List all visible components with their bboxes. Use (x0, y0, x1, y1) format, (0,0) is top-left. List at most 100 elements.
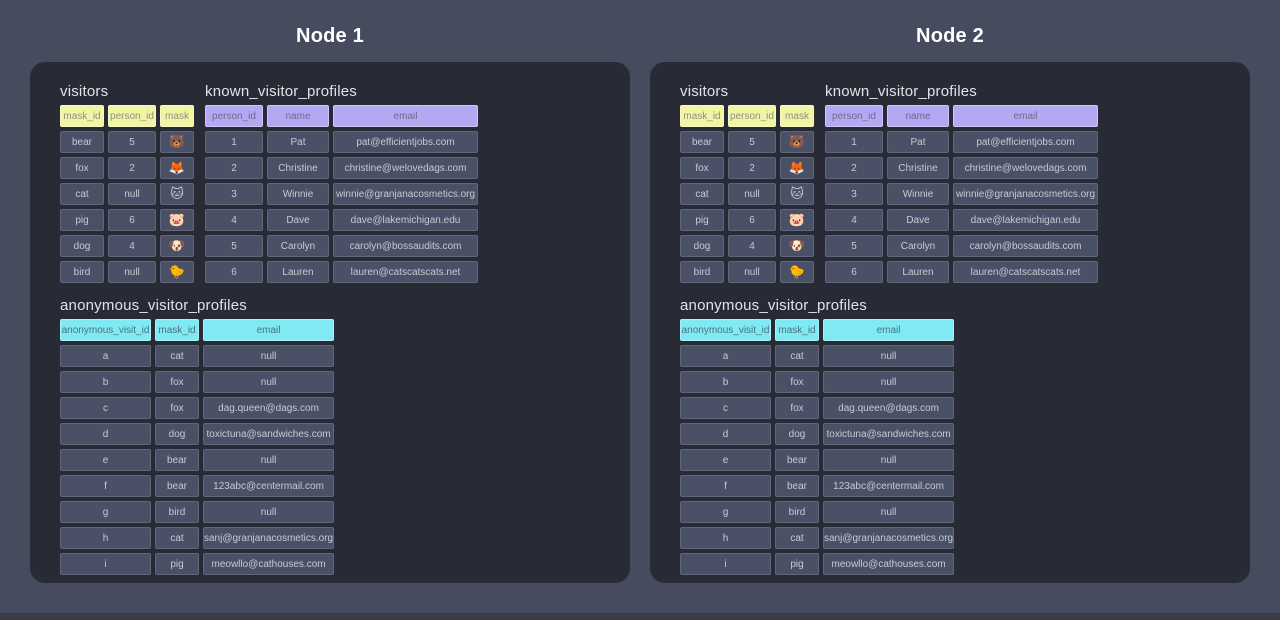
table-cell: dave@lakemichigan.edu (953, 209, 1098, 231)
table-cell: dog (155, 423, 199, 445)
table-row: d dog toxictuna@sandwiches.com (60, 423, 335, 445)
table-cell: dave@lakemichigan.edu (333, 209, 478, 231)
table-cell: null (823, 449, 955, 471)
node-2-title: Node 2 (916, 25, 984, 47)
column-header: name (267, 105, 329, 127)
anonymous-profiles-table-title: anonymous_visitor_profiles (60, 297, 247, 314)
table-row: e bear null (60, 449, 335, 471)
table-cell: 123abc@centermail.com (203, 475, 335, 497)
table-cell: 🐱 (780, 183, 814, 205)
table-cell: dog (60, 235, 104, 257)
table-cell: c (60, 397, 151, 419)
table-cell: bear (60, 131, 104, 153)
table-cell: toxictuna@sandwiches.com (203, 423, 335, 445)
table-cell: bird (155, 501, 199, 523)
table-cell: dag.queen@dags.com (823, 397, 955, 419)
table-row: cat null 🐱 (680, 183, 814, 205)
table-cell: null (108, 261, 156, 283)
table-cell: null (203, 371, 335, 393)
table-row: dog 4 🐶 (60, 235, 194, 257)
node-2-known-block: known_visitor_profiles person_id name emai… (825, 82, 1098, 283)
table-row: bear 5 🐻 (680, 131, 814, 153)
table-cell: dog (775, 423, 819, 445)
table-cell: cat (60, 183, 104, 205)
table-cell: c (680, 397, 771, 419)
table-cell: meowllo@cathouses.com (823, 553, 955, 575)
table-cell: 4 (108, 235, 156, 257)
table-cell: a (60, 345, 151, 367)
table-cell: toxictuna@sandwiches.com (823, 423, 955, 445)
table-row: f bear 123abc@centermail.com (680, 475, 955, 497)
table-cell: cat (680, 183, 724, 205)
table-cell: bear (155, 449, 199, 471)
visitors-table-wrap: mask_id person_id mask bear 5 🐻 fox 2 🦊 cat null 🐱 p… (676, 101, 818, 287)
visitors-table: mask_id person_id mask bear 5 🐻 fox 2 🦊 cat null 🐱 p… (56, 101, 198, 287)
table-cell: 🐻 (780, 131, 814, 153)
table-cell: 6 (728, 209, 776, 231)
table-cell: 2 (728, 157, 776, 179)
table-cell: a (680, 345, 771, 367)
table-cell: 🐷 (160, 209, 194, 231)
visitors-table-title: visitors (60, 83, 109, 100)
table-cell: i (680, 553, 771, 575)
table-cell: 3 (825, 183, 883, 205)
known-profiles-table-wrap: person_id name email 1 Pat pat@efficientjobs.… (201, 101, 482, 287)
column-header: name (887, 105, 949, 127)
table-cell: cat (155, 527, 199, 549)
table-cell: null (203, 449, 335, 471)
table-cell: fox (60, 157, 104, 179)
column-header: anonymous_visit_id (60, 319, 151, 341)
table-row: 6 Lauren lauren@catscatscats.net (825, 261, 1098, 283)
nodes-container: Node 1 visitors mask_id person_id mask bear… (30, 25, 1250, 583)
table-cell: 🐤 (780, 261, 814, 283)
table-cell: b (680, 371, 771, 393)
table-row: f bear 123abc@centermail.com (60, 475, 335, 497)
table-cell: cat (775, 527, 819, 549)
visitors-table-title: visitors (680, 83, 729, 100)
known-profiles-table-title: known_visitor_profiles (205, 83, 357, 100)
table-cell: null (203, 501, 335, 523)
known-profiles-table: person_id name email 1 Pat pat@efficientjobs.… (821, 101, 1102, 287)
node-2-visitors-block: visitors mask_id person_id mask bear 5 🐻 fox 2 🦊… (680, 82, 814, 283)
table-cell: bear (680, 131, 724, 153)
table-cell: pat@efficientjobs.com (333, 131, 478, 153)
table-cell: 2 (825, 157, 883, 179)
table-cell: lauren@catscatscats.net (333, 261, 478, 283)
table-row: i pig meowllo@cathouses.com (60, 553, 335, 575)
table-cell: pat@efficientjobs.com (953, 131, 1098, 153)
table-cell: Winnie (267, 183, 329, 205)
table-row: 5 Carolyn carolyn@bossaudits.com (205, 235, 478, 257)
column-header: anonymous_visit_id (680, 319, 771, 341)
table-cell: sanj@granjanacosmetics.org (823, 527, 955, 549)
table-cell: Dave (887, 209, 949, 231)
table-cell: 5 (205, 235, 263, 257)
column-header: person_id (728, 105, 776, 127)
node-1-title: Node 1 (296, 25, 364, 47)
anonymous-profiles-table: anonymous_visit_id mask_id email a cat null b f… (676, 315, 958, 579)
table-row: 6 Lauren lauren@catscatscats.net (205, 261, 478, 283)
table-row: c fox dag.queen@dags.com (680, 397, 955, 419)
table-cell: 🐻 (160, 131, 194, 153)
table-row: h cat sanj@granjanacosmetics.org (60, 527, 335, 549)
table-cell: null (728, 183, 776, 205)
table-cell: Dave (267, 209, 329, 231)
table-cell: g (60, 501, 151, 523)
table-cell: pig (680, 209, 724, 231)
table-row: pig 6 🐷 (680, 209, 814, 231)
table-row: a cat null (680, 345, 955, 367)
column-header: mask_id (680, 105, 724, 127)
table-row: dog 4 🐶 (680, 235, 814, 257)
table-cell: h (60, 527, 151, 549)
table-row: d dog toxictuna@sandwiches.com (680, 423, 955, 445)
table-cell: carolyn@bossaudits.com (953, 235, 1098, 257)
table-cell: 🐷 (780, 209, 814, 231)
column-header: email (953, 105, 1098, 127)
table-cell: f (60, 475, 151, 497)
column-header: person_id (108, 105, 156, 127)
table-cell: pig (155, 553, 199, 575)
known-profiles-table-title: known_visitor_profiles (825, 83, 977, 100)
table-cell: f (680, 475, 771, 497)
table-row: bird null 🐤 (680, 261, 814, 283)
table-cell: christine@welovedags.com (333, 157, 478, 179)
table-cell: 6 (825, 261, 883, 283)
